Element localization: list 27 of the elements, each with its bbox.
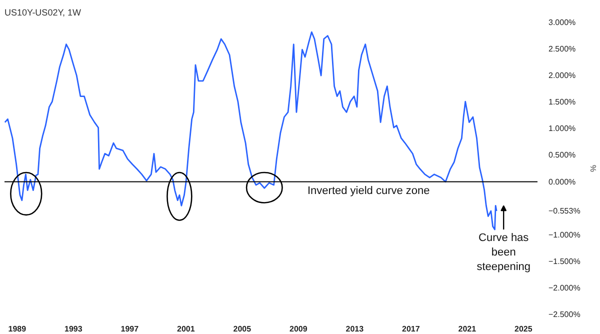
x-tick-label: 2021: [458, 324, 477, 334]
x-tick-label: 1997: [120, 324, 140, 334]
x-tick-label: 1989: [8, 324, 27, 334]
x-tick-label: 2017: [402, 324, 420, 334]
y-tick-label: 2.000%: [548, 71, 576, 80]
x-tick-label: 2001: [177, 324, 196, 334]
x-tick-label: 2025: [514, 324, 533, 334]
y-tick-label: 3.000%: [548, 18, 576, 27]
y-tick-label: 0.500%: [548, 150, 576, 160]
y-tick-label: −2.000%: [548, 283, 580, 292]
y-tick-label: −2.500%: [548, 310, 580, 319]
y-tick-label: 1.500%: [548, 98, 576, 107]
y-tick-label: 2.500%: [548, 44, 576, 54]
y-axis-title: %: [588, 164, 598, 172]
y-tick-label: −1.000%: [548, 230, 580, 240]
x-tick-label: 2005: [233, 324, 252, 334]
annotation: Inverted yield curve zone: [308, 184, 430, 197]
y-tick-label: 1.000%: [548, 124, 576, 134]
y-tick-label: −0.553%: [548, 206, 580, 216]
x-tick-label: 2009: [290, 324, 308, 334]
y-tick-label: 0.000%: [548, 177, 576, 186]
x-tick-label: 2013: [346, 324, 364, 334]
y-tick-label: −1.500%: [548, 256, 580, 266]
x-tick-label: 1993: [64, 324, 83, 334]
line-series: [4, 31, 498, 230]
chart-title: US10Y-US02Y, 1W: [4, 8, 82, 18]
annotation: Curve has been steepening: [476, 232, 531, 274]
